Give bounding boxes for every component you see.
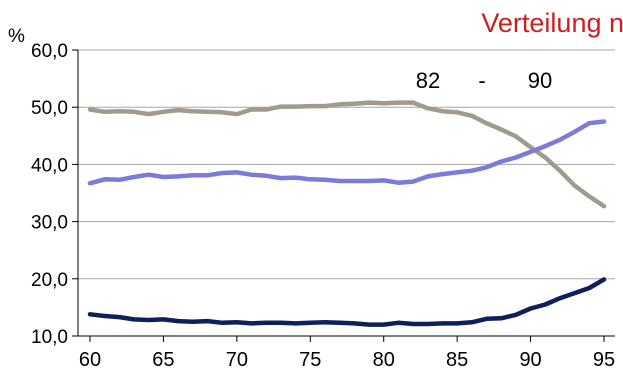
x-tick-label: 90: [519, 349, 541, 371]
series-group: [87, 100, 607, 327]
x-tick-label: 85: [446, 349, 468, 371]
annotation-dash: -: [478, 68, 485, 93]
annotation-end: 90: [528, 68, 552, 93]
axes: [72, 49, 615, 342]
x-tick-label: 60: [79, 349, 101, 371]
annotation-start: 82: [416, 68, 440, 93]
y-tick-label: 20,0: [31, 270, 68, 291]
series-line-3: [87, 277, 607, 327]
grid-lines: [78, 49, 615, 280]
x-tick-label: 70: [226, 349, 248, 371]
x-tick-label: 65: [152, 349, 174, 371]
series-line-1: [87, 100, 607, 209]
y-tick-label: 60,0: [31, 41, 68, 62]
x-tick-label: 95: [593, 349, 615, 371]
x-tick-labels: 60 65 70 75 80 85 90 95: [79, 349, 615, 371]
chart-title: Verteilung n: [481, 8, 623, 38]
period-annotation: 82 - 90: [416, 68, 552, 93]
x-tick-label: 75: [299, 349, 321, 371]
y-tick-label: 10,0: [31, 327, 68, 348]
y-tick-label: 50,0: [31, 98, 68, 119]
x-tick-label: 80: [373, 349, 395, 371]
y-tick-labels: 10,0 20,0 30,0 40,0 50,0 60,0: [31, 41, 68, 348]
y-tick-label: 40,0: [31, 155, 68, 176]
y-tick-label: 30,0: [31, 213, 68, 234]
y-axis-unit-label: %: [8, 26, 25, 47]
series-line-2: [87, 119, 607, 186]
